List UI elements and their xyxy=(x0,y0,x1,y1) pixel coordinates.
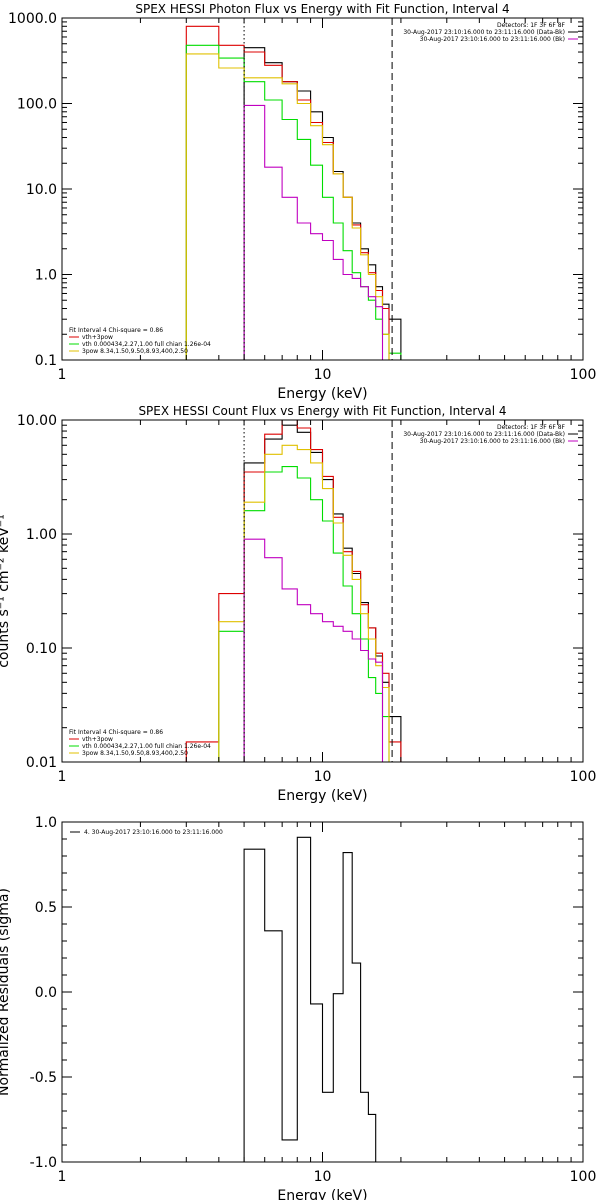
lower-legend-text: Fit Interval 4 Chi-square = 0.86 xyxy=(69,327,163,334)
x-tick-label: 10 xyxy=(314,769,332,785)
series-line-2 xyxy=(185,25,401,360)
x-tick-label: 10 xyxy=(314,367,332,383)
y-axis-label: counts s⁻¹ cm⁻² keV⁻¹ xyxy=(0,514,12,668)
series-line-3 xyxy=(185,44,402,360)
x-axis-label: Energy (keV) xyxy=(277,1188,367,1200)
x-tick-label: 1 xyxy=(58,1169,67,1185)
lower-legend-text: vth 0.000434,2.27,1.00 full chian 1.26e-… xyxy=(82,341,211,348)
y-tick-label: 1.00 xyxy=(26,527,57,543)
y-tick-label: 0.0 xyxy=(35,985,57,1001)
lower-legend-text: 3pow 8.34,1.50,9.50,8.93,400,2.50 xyxy=(82,348,188,355)
y-tick-label: 10.00 xyxy=(17,413,57,429)
x-tick-label: 1 xyxy=(58,769,67,785)
x-tick-label: 1 xyxy=(58,367,67,383)
y-tick-label: 0.5 xyxy=(35,900,57,916)
series-line-4 xyxy=(185,53,390,360)
chart-panel-3: 1 10 100 Energy (keV) -1.0 -0.5 0.0 0.5 1.0 Norma… xyxy=(0,815,596,1200)
y-tick-label: 1.0 xyxy=(35,268,57,284)
y-tick-label: 0.10 xyxy=(26,641,57,657)
x-tick-label: 100 xyxy=(570,1169,597,1185)
series-group xyxy=(185,25,402,360)
chart-panel-1: SPEX HESSI Photon Flux vs Energy with Fi… xyxy=(8,2,596,402)
upper-legend-text: Detectors: 1F 3F 6F 8F xyxy=(497,424,566,431)
upper-legend-text: 30-Aug-2017 23:10:16.000 to 23:11:16.000… xyxy=(420,36,565,43)
y-tick-label: 100.0 xyxy=(17,97,57,113)
series-line-5 xyxy=(243,538,384,762)
lower-legend-text: vth+3pow xyxy=(82,334,113,341)
lower-legend-text: Fit Interval 4 Chi-square = 0.86 xyxy=(69,729,163,736)
chart-title: SPEX HESSI Count Flux vs Energy with Fit… xyxy=(138,404,506,418)
y-tick-label: 10.0 xyxy=(26,182,57,198)
upper-legend-text: Detectors: 1F 3F 6F 8F xyxy=(497,22,566,29)
upper-legend-text: 30-Aug-2017 23:10:16.000 to 23:11:16.000… xyxy=(420,438,565,445)
x-axis-label: Energy (keV) xyxy=(277,788,367,804)
series-group xyxy=(243,836,389,1162)
y-tick-label: 1000.0 xyxy=(8,11,57,27)
x-axis-label: Energy (keV) xyxy=(277,386,367,402)
y-tick-label: -0.5 xyxy=(30,1070,57,1086)
lower-legend-text: vth 0.000434,2.27,1.00 full chian 1.26e-… xyxy=(82,743,211,750)
upper-legend-text: 30-Aug-2017 23:10:16.000 to 23:11:16.000… xyxy=(403,431,565,438)
lower-legend-text: 3pow 8.34,1.50,9.50,8.93,400,2.50 xyxy=(82,750,188,757)
series-line-3 xyxy=(186,466,401,762)
series-group xyxy=(185,420,402,762)
x-tick-label: 100 xyxy=(570,367,597,383)
y-tick-label: 1.0 xyxy=(35,815,57,831)
x-tick-label: 10 xyxy=(314,1169,332,1185)
y-axis-label: Normalized Residuals (sigma) xyxy=(0,888,12,1096)
lower-legend-text: vth+3pow xyxy=(82,736,113,743)
chart-panel-2: SPEX HESSI Count Flux vs Energy with Fit… xyxy=(0,404,596,804)
plot-frame xyxy=(61,821,584,1163)
x-tick-label: 100 xyxy=(570,769,597,785)
series-line-1 xyxy=(243,47,402,360)
series-line-5 xyxy=(243,104,384,360)
inner-legend-text: 4. 30-Aug-2017 23:10:16.000 to 23:11:16.… xyxy=(84,829,223,836)
upper-legend-text: 30-Aug-2017 23:10:16.000 to 23:11:16.000… xyxy=(403,29,565,36)
chart-title: SPEX HESSI Photon Flux vs Energy with Fi… xyxy=(135,2,509,16)
y-tick-label: -1.0 xyxy=(30,1155,57,1171)
y-tick-label: 0.01 xyxy=(26,755,57,771)
series-line-1 xyxy=(243,836,389,1162)
y-tick-label: 0.1 xyxy=(35,353,57,369)
